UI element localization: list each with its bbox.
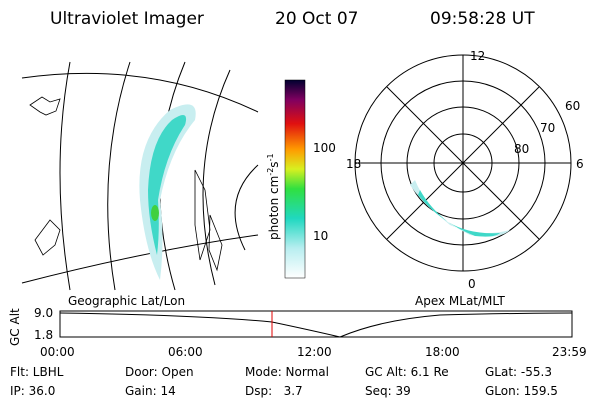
mlt-label: 12	[470, 49, 485, 63]
colorbar: 100 10 photon cm-2s-1	[266, 79, 336, 279]
time-tick: 12:00	[297, 345, 332, 359]
footer-field: IP: 36.0	[10, 384, 55, 398]
footer-field: Seq: 39	[365, 384, 411, 398]
lat-label: 60	[565, 99, 580, 113]
alt-tick: 1.8	[34, 328, 53, 342]
panel-label: Apex MLat/MLT	[415, 294, 505, 308]
colorbar-tick: 100	[313, 141, 336, 155]
alt-tick: 9.0	[34, 306, 53, 320]
footer-field: GC Alt: 6.1 Re	[365, 365, 449, 379]
panel-label: Geographic Lat/Lon	[68, 294, 185, 308]
mlt-label: 18	[346, 157, 361, 171]
footer: Flt: LBHL Door: Open Mode: Normal GC Alt: 6…	[10, 365, 558, 398]
footer-field: Dsp: 3.7	[245, 384, 303, 398]
polar-labels: 12 18 6 0 60 70 80	[346, 49, 584, 291]
footer-field: GLat: -55.3	[485, 365, 552, 379]
lat-label: 70	[540, 121, 555, 135]
axis-label: GC Alt	[8, 308, 22, 346]
altitude-plot: GC Alt 9.0 1.8 00:00 06:00 12:00 18:00 2…	[8, 306, 587, 359]
footer-field: Gain: 14	[125, 384, 176, 398]
colorbar-scale	[284, 79, 306, 279]
footer-field: Mode: Normal	[245, 365, 329, 379]
footer-field: Door: Open	[125, 365, 194, 379]
mlt-label: 6	[576, 157, 584, 171]
mlt-label: 0	[468, 277, 476, 291]
footer-field: Flt: LBHL	[10, 365, 64, 379]
date: 20 Oct 07	[275, 9, 358, 29]
time-tick: 18:00	[425, 345, 460, 359]
time: 09:58:28 UT	[430, 9, 535, 29]
colorbar-tick: 10	[313, 229, 328, 243]
aurora-map	[139, 104, 196, 280]
colorbar-unit: photon cm-2s-1	[266, 153, 281, 240]
lat-label: 80	[514, 142, 529, 156]
time-tick: 23:59	[552, 345, 587, 359]
polar-plot	[354, 54, 572, 272]
time-tick: 00:00	[40, 345, 75, 359]
title: Ultraviolet Imager	[50, 9, 204, 29]
time-tick: 06:00	[168, 345, 203, 359]
footer-field: GLon: 159.5	[485, 384, 558, 398]
header: Ultraviolet Imager 20 Oct 07 09:58:28 UT	[50, 9, 535, 29]
